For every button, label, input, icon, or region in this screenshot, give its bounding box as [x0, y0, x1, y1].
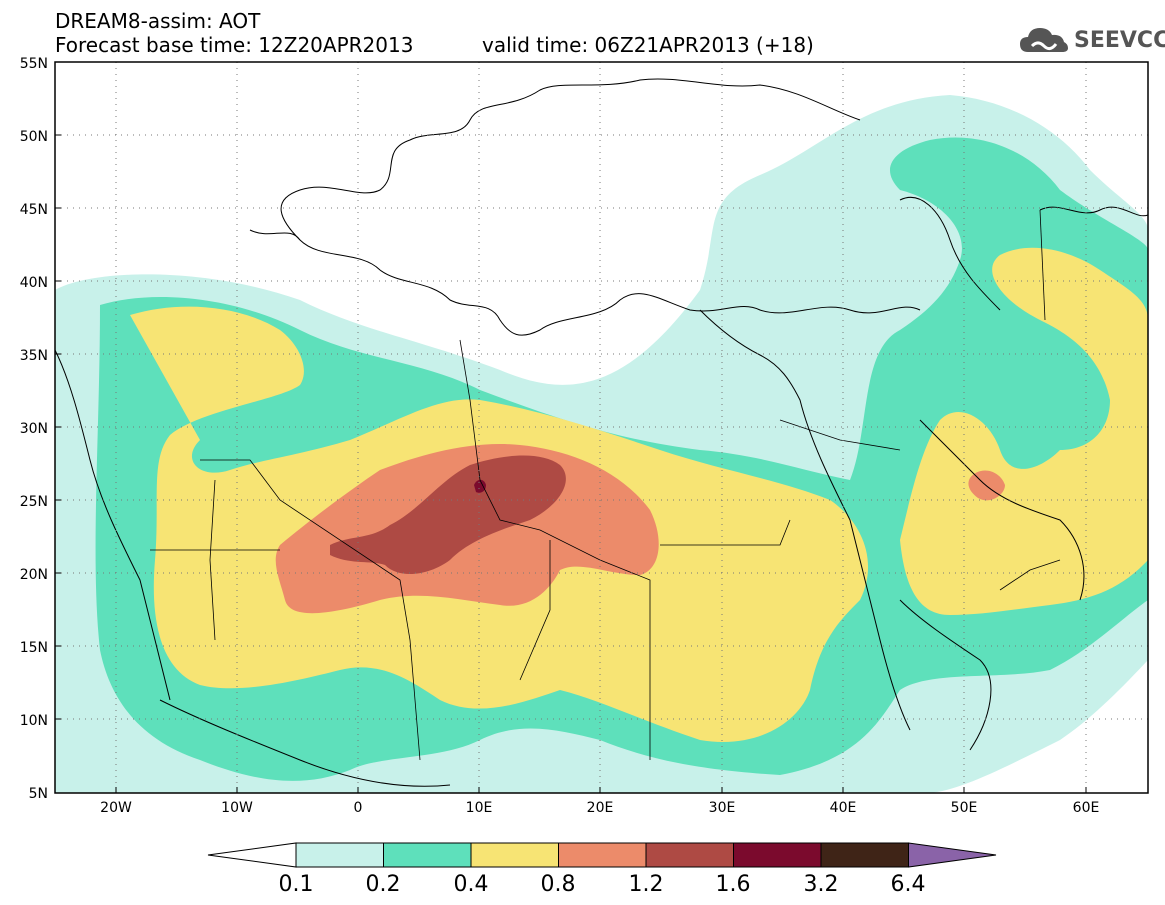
colorbar-swatch	[295, 842, 384, 868]
lat-label: 15N	[20, 640, 48, 656]
colorbar-label: 1.6	[715, 872, 751, 897]
colorbar-high-arrow	[908, 842, 997, 868]
lat-label: 35N	[20, 348, 48, 364]
lat-label: 5N	[29, 786, 48, 802]
lon-label: 40E	[830, 800, 857, 816]
aot-contour-1.2	[330, 455, 566, 575]
colorbar-label: 0.8	[540, 872, 576, 897]
lat-label: 25N	[20, 494, 48, 510]
lon-label: 20W	[100, 800, 132, 816]
colorbar-swatch	[383, 842, 472, 868]
colorbar-label: 0.4	[453, 872, 489, 897]
colorbar-label: 1.2	[628, 872, 664, 897]
lon-label: 50E	[951, 800, 978, 816]
colorbar-swatch	[558, 842, 647, 868]
lat-label: 45N	[20, 202, 48, 218]
colorbar-swatch	[733, 842, 822, 868]
lat-axis: 55N 50N 45N 40N 35N 30N 25N 20N 15N 10N …	[20, 56, 48, 802]
lat-label: 40N	[20, 275, 48, 291]
lon-label: 10E	[466, 800, 493, 816]
valid-time: valid time: 06Z21APR2013 (+18)	[482, 33, 814, 57]
colorbar-low-arrow	[207, 842, 297, 868]
lon-label: 0	[354, 800, 363, 816]
coastlines	[54, 78, 1149, 787]
colorbar-label: 0.1	[278, 872, 314, 897]
cloud-icon	[1020, 28, 1068, 52]
colorbar-swatch	[645, 842, 734, 868]
colorbar-label: 0.2	[365, 872, 401, 897]
lat-label: 55N	[20, 56, 48, 72]
country-borders	[150, 209, 1061, 761]
axis-ticks	[55, 134, 1087, 793]
seevccc-logo: SEEVCCC	[1018, 22, 1165, 58]
lat-label: 30N	[20, 421, 48, 437]
colorbar-label: 6.4	[890, 872, 926, 897]
forecast-base-time: Forecast base time: 12Z20APR2013	[55, 33, 414, 57]
lat-label: 10N	[20, 713, 48, 729]
aot-contour-1.6	[474, 479, 486, 493]
graticule	[55, 62, 1148, 793]
colorbar-label: 3.2	[803, 872, 839, 897]
lon-axis: 20W 10W 0 10E 20E 30E 40E 50E 60E	[100, 800, 1099, 816]
colorbar-swatch	[820, 842, 909, 868]
lon-label: 60E	[1073, 800, 1100, 816]
map-title: DREAM8-assim: AOT	[55, 9, 261, 33]
lat-label: 50N	[20, 129, 48, 145]
logo-text: SEEVCCC	[1074, 28, 1165, 53]
colorbar-swatch	[470, 842, 559, 868]
lon-label: 20E	[587, 800, 614, 816]
lat-label: 20N	[20, 567, 48, 583]
lon-label: 30E	[709, 800, 736, 816]
aot-contour-0.4	[130, 247, 1148, 742]
lon-label: 10W	[221, 800, 253, 816]
colorbar	[207, 842, 997, 868]
